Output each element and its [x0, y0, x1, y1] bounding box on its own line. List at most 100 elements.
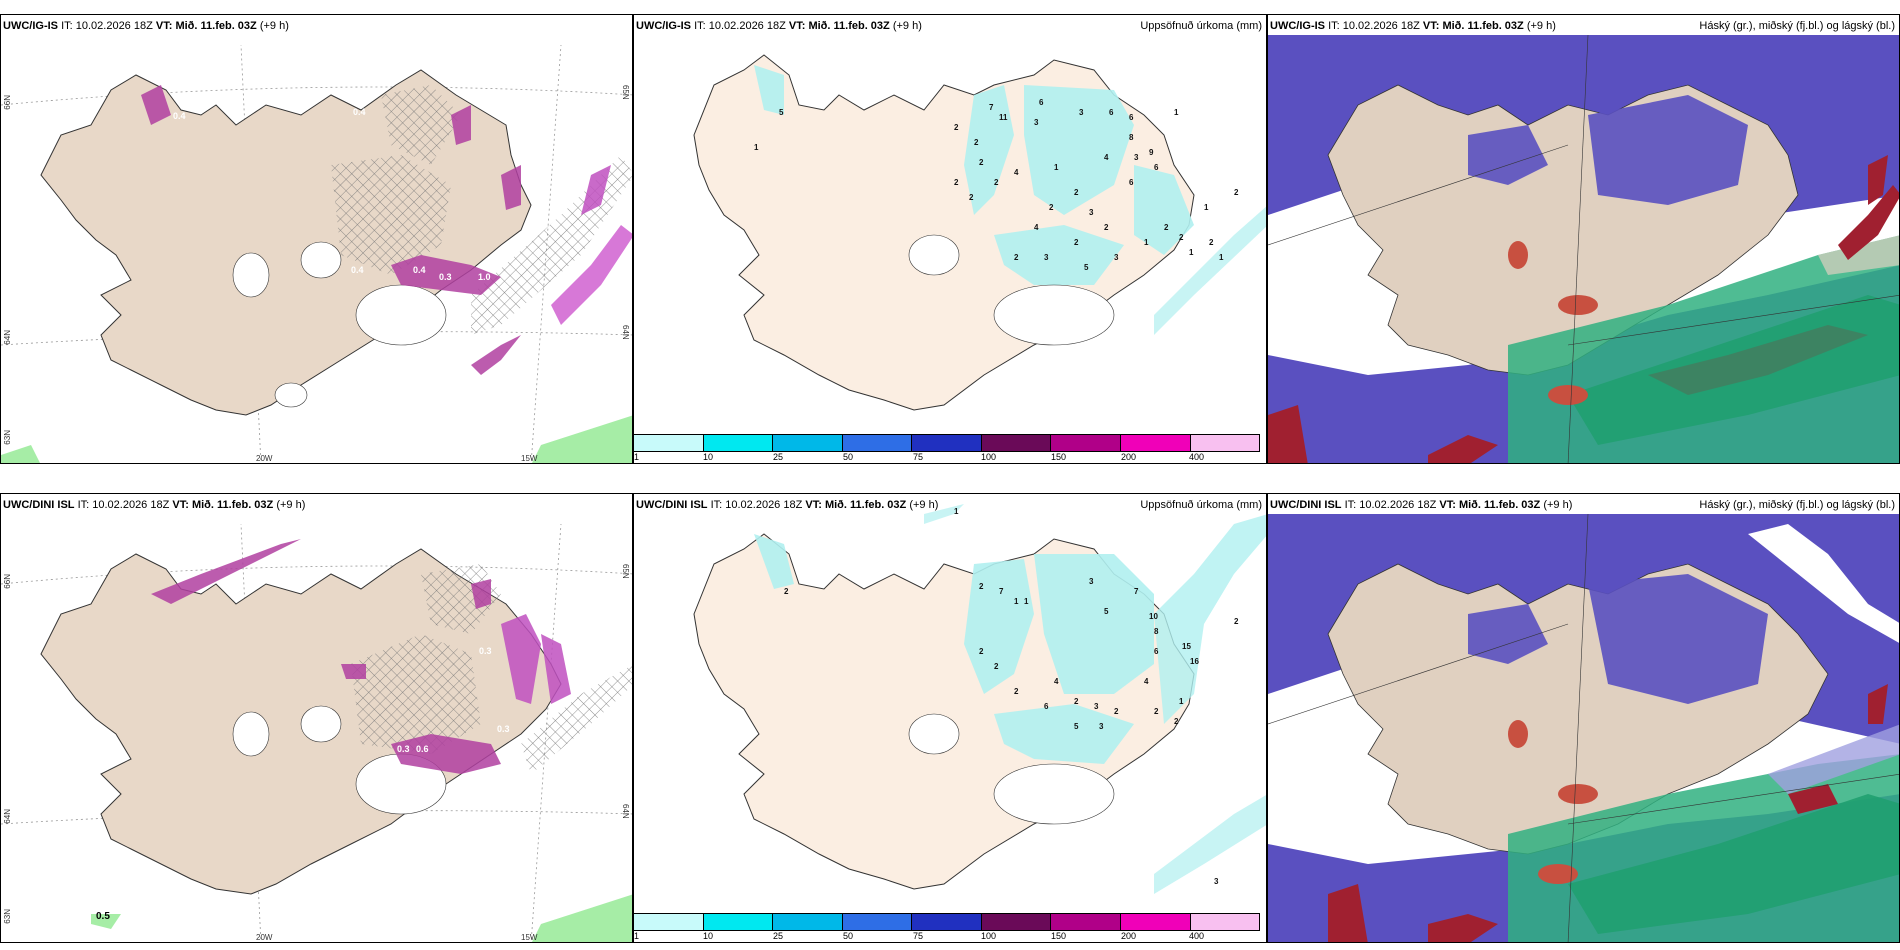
wind-map-bottom: 0.5 0.3 0.6 0.3 0.3: [1, 494, 632, 942]
svg-text:3: 3: [1089, 577, 1094, 586]
svg-text:3: 3: [1134, 153, 1139, 162]
svg-text:6: 6: [1154, 163, 1159, 172]
wind-value: 1.0: [478, 272, 491, 282]
svg-text:3: 3: [1044, 253, 1049, 262]
cloud-map-panel-bottom: UWC/DINI ISL IT: 10.02.2026 18Z VT: Mið.…: [1267, 493, 1900, 943]
svg-text:5: 5: [1074, 722, 1079, 731]
precip-map-panel-top: UWC/IG-IS IT: 10.02.2026 18Z VT: Mið. 11…: [633, 14, 1267, 464]
svg-text:1: 1: [1054, 163, 1059, 172]
lon-label: 20W: [256, 454, 273, 463]
precip-title: Uppsöfnuð úrkoma (mm): [1140, 499, 1262, 511]
svg-text:2: 2: [1014, 687, 1019, 696]
svg-text:3: 3: [1099, 722, 1104, 731]
wind-map-panel-bottom: UWC/DINI ISL IT: 10.02.2026 18Z VT: Mið.…: [0, 493, 633, 943]
colorbar-labels-top: 1 10 25 50 75 100 150 200 400: [634, 452, 1205, 462]
svg-text:15: 15: [1182, 642, 1191, 651]
cloud-map-top: [1268, 15, 1899, 463]
wind-value: 0.4: [351, 265, 364, 275]
svg-text:2: 2: [1049, 203, 1054, 212]
svg-text:1: 1: [1174, 108, 1179, 117]
svg-text:3: 3: [1094, 702, 1099, 711]
lat-label: 64N: [3, 330, 12, 345]
svg-text:2: 2: [979, 647, 984, 656]
colorbar-swatch: [1120, 435, 1191, 451]
svg-text:11: 11: [999, 113, 1008, 122]
colorbar-swatch: [1190, 435, 1260, 451]
svg-text:6: 6: [1044, 702, 1049, 711]
lat-label: 63N: [3, 430, 12, 445]
wind-value: 0.8: [516, 142, 529, 152]
colorbar-swatch: [1190, 914, 1260, 930]
lat-label: 63N: [3, 909, 12, 924]
svg-text:2: 2: [1209, 238, 1214, 247]
svg-text:2: 2: [1234, 188, 1239, 197]
svg-text:7: 7: [999, 587, 1004, 596]
svg-text:3: 3: [1114, 253, 1119, 262]
lat-label: 66N: [3, 574, 12, 589]
svg-text:4: 4: [1144, 677, 1149, 686]
wind-map-top: 0.4 0.4 0.4 0.3 1.0 0.4 0.8: [1, 15, 632, 463]
svg-text:6: 6: [1129, 178, 1134, 187]
svg-text:8: 8: [1129, 133, 1134, 142]
svg-text:1: 1: [954, 507, 959, 516]
colorbar-swatch: [981, 435, 1052, 451]
svg-text:16: 16: [1190, 657, 1199, 666]
svg-text:2: 2: [1014, 253, 1019, 262]
svg-text:7: 7: [1134, 587, 1139, 596]
svg-text:2: 2: [1074, 188, 1079, 197]
svg-text:2: 2: [1114, 707, 1119, 716]
colorbar-swatch: [912, 914, 982, 930]
svg-text:1: 1: [1014, 597, 1019, 606]
colorbar-swatch: [703, 435, 774, 451]
wind-value: 0.4: [413, 265, 426, 275]
svg-text:7: 7: [989, 103, 994, 112]
lon-label: 15W: [521, 454, 538, 463]
svg-text:2: 2: [1104, 223, 1109, 232]
colorbar-bottom: [633, 913, 1260, 931]
svg-text:2: 2: [954, 123, 959, 132]
svg-text:9: 9: [1149, 148, 1154, 157]
svg-text:2: 2: [1174, 717, 1179, 726]
svg-text:2: 2: [969, 193, 974, 202]
colorbar-swatch: [773, 914, 843, 930]
colorbar-swatch: [842, 435, 913, 451]
svg-text:2: 2: [979, 582, 984, 591]
lon-label: 15W: [521, 933, 538, 942]
lat-label: 65N: [621, 564, 630, 579]
colorbar-swatch: [1051, 914, 1121, 930]
colorbar-swatch: [1120, 914, 1191, 930]
wind-value: 0.3: [479, 646, 492, 656]
svg-text:6: 6: [1154, 647, 1159, 656]
svg-text:2: 2: [1074, 238, 1079, 247]
svg-text:2: 2: [784, 587, 789, 596]
colorbar-swatch: [773, 435, 843, 451]
svg-text:4: 4: [1014, 168, 1019, 177]
precip-map-panel-bottom: UWC/DINI ISL IT: 10.02.2026 18Z VT: Mið.…: [633, 493, 1267, 943]
svg-text:2: 2: [979, 158, 984, 167]
colorbar-top: [633, 434, 1260, 452]
svg-text:3: 3: [1079, 108, 1084, 117]
svg-text:1: 1: [1204, 203, 1209, 212]
precip-labels: 1 2 7 2 1 1 3 5 7 10 8 15 6 16 2 2 4 2 6…: [784, 507, 1239, 886]
svg-text:10: 10: [1149, 612, 1158, 621]
wind-value: 0.3: [397, 744, 410, 754]
precip-map-top: 1 5 7 11 6 3 6 6 1 3 2 2 4 3 8 9 6 6 2 2…: [634, 15, 1266, 435]
svg-text:6: 6: [1039, 98, 1044, 107]
svg-text:1: 1: [1219, 253, 1224, 262]
panel-title: UWC/DINI ISL IT: 10.02.2026 18Z VT: Mið.…: [1270, 499, 1573, 511]
svg-text:2: 2: [994, 178, 999, 187]
svg-text:1: 1: [754, 143, 759, 152]
cloud-title: Háský (gr.), miðský (fj.bl.) og lágský (…: [1699, 499, 1895, 511]
svg-text:1: 1: [1024, 597, 1029, 606]
cloud-map-bottom: [1268, 494, 1899, 942]
colorbar-swatch: [1051, 435, 1121, 451]
svg-text:1: 1: [1144, 238, 1149, 247]
wind-value: 0.3: [497, 724, 510, 734]
wind-value: 0.4: [353, 107, 366, 117]
svg-text:1: 1: [1189, 248, 1194, 257]
colorbar-swatch: [634, 435, 704, 451]
svg-text:3: 3: [1214, 877, 1219, 886]
lat-label: 64N: [621, 325, 630, 340]
svg-text:2: 2: [1154, 707, 1159, 716]
svg-text:2: 2: [1074, 697, 1079, 706]
